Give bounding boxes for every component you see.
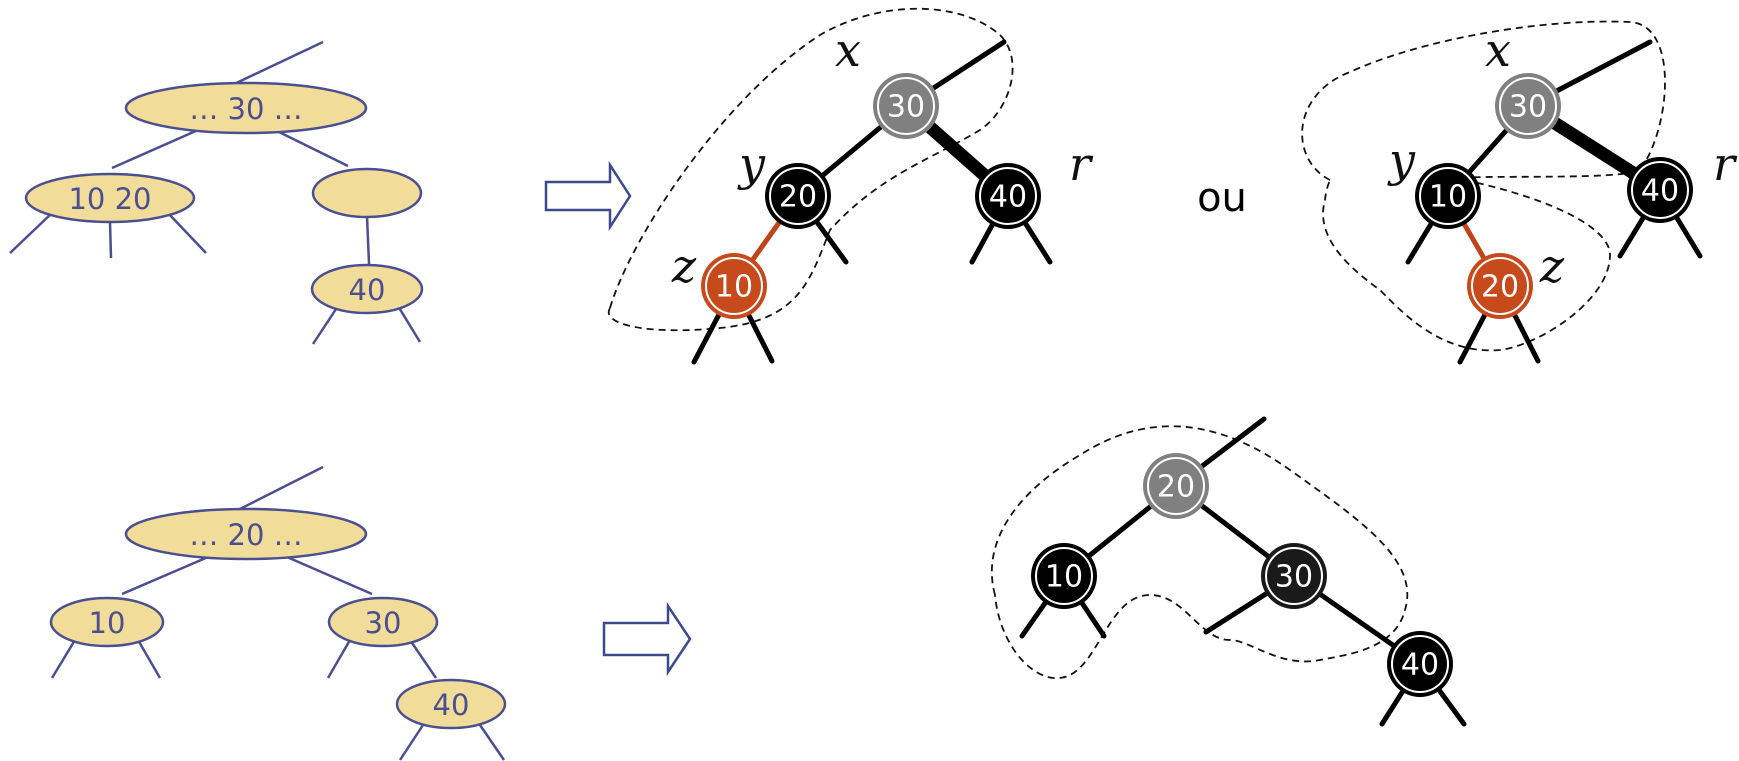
bottom-rb-node-root-ring xyxy=(1147,457,1205,515)
top-btree-edge-right-child xyxy=(365,215,371,265)
bottom-btree-right xyxy=(327,596,439,648)
top-btree-parent-edge xyxy=(229,40,324,88)
bottom-rb-node-left-ring xyxy=(1035,547,1093,605)
top-rb1-node-x-label: 30 xyxy=(887,90,925,125)
top-rb2-node-r-ring xyxy=(1631,161,1689,219)
top-rb2-node-x-ring xyxy=(1499,77,1557,135)
top-btree-leaf-edge xyxy=(9,212,53,254)
top-rb1-node-r xyxy=(975,163,1041,229)
top-rb2-var-z: z xyxy=(1539,239,1565,293)
top-btree-left-label: 10 20 xyxy=(68,182,151,216)
bottom-btree-edge-right-child xyxy=(408,639,438,679)
top-btree-edge-right xyxy=(274,128,349,168)
top-rb2-node-x-label: 30 xyxy=(1509,90,1547,125)
top-btree-right-child xyxy=(310,263,424,315)
top-btree: … 30 … 10 20 40 xyxy=(9,40,424,345)
bottom-btree-root-label: … 20 … xyxy=(189,518,302,552)
bottom-btree-left xyxy=(49,596,165,648)
bottom-rb-node-right-child xyxy=(1387,631,1453,697)
top-rb1-node-z xyxy=(701,253,767,319)
bottom-rb: 20 10 30 40 xyxy=(990,416,1467,727)
bottom-rb-node-right-child-label: 40 xyxy=(1401,648,1439,683)
bottom-btree: … 20 … 10 30 40 xyxy=(49,465,507,761)
top-rb2-node-z xyxy=(1467,253,1533,319)
top-btree-leaf-edge xyxy=(396,305,422,343)
bottom-rb-node-root-label: 20 xyxy=(1157,470,1195,505)
top-btree-root-label: … 30 … xyxy=(189,92,302,126)
bottom-btree-edge-right xyxy=(286,555,373,596)
bottom-btree-right-child xyxy=(395,678,507,730)
top-btree-edge-left xyxy=(111,128,199,170)
bottom-btree-leaf-edge xyxy=(398,724,425,761)
top-rb1-node-y xyxy=(765,163,831,229)
bottom-rb-node-right-child-ring xyxy=(1391,635,1449,693)
bottom-btree-left-label: 10 xyxy=(89,606,126,640)
top-rb2-node-y xyxy=(1415,163,1481,229)
bottom-btree-right-child-label: 40 xyxy=(433,688,470,722)
bottom-btree-edge-left xyxy=(121,555,209,596)
top-btree-right-child-label: 40 xyxy=(349,273,386,307)
top-rb1-var-y: y xyxy=(737,137,766,191)
bottom-rb-node-root xyxy=(1143,453,1209,519)
top-rb-option1: 30 20 10 40 x y z r xyxy=(607,7,1094,365)
top-rb1-node-x-ring xyxy=(877,77,935,135)
top-rb2-node-r xyxy=(1627,157,1693,223)
top-rb1-node-r-label: 40 xyxy=(989,180,1027,215)
top-btree-right xyxy=(311,167,423,219)
bottom-rb-node-left xyxy=(1031,543,1097,609)
top-btree-leaf-edge xyxy=(311,305,340,345)
top-btree-leaf-edge xyxy=(108,221,113,259)
top-btree-root xyxy=(124,81,368,135)
top-rb2-node-y-label: 10 xyxy=(1429,180,1467,215)
top-rb-option2: 30 10 20 40 x y z r xyxy=(1301,20,1738,365)
top-rb2-node-r-label: 40 xyxy=(1641,174,1679,209)
top-rb1-node-y-ring xyxy=(769,167,827,225)
top-btree-leaf-edge xyxy=(167,212,207,254)
bottom-btree-leaf-edge xyxy=(136,639,162,679)
bottom-btree-right-label: 30 xyxy=(365,606,402,640)
bottom-transform-arrow xyxy=(602,601,692,677)
bottom-rb-node-right-ring xyxy=(1265,547,1323,605)
top-rb2-var-y: y xyxy=(1387,133,1416,187)
bottom-btree-leaf-edge xyxy=(326,639,352,679)
top-rb2-node-z-ring xyxy=(1471,257,1529,315)
bottom-btree-root xyxy=(124,507,368,561)
top-btree-left xyxy=(24,172,196,224)
top-rb1-var-z: z xyxy=(671,239,697,293)
bottom-rb-node-left-label: 10 xyxy=(1045,560,1083,595)
top-rb2-var-x: x xyxy=(1485,23,1511,77)
bottom-rb-node-right xyxy=(1261,543,1327,609)
top-rb1-group-outline xyxy=(607,7,1014,332)
bottom-rb-node-right-label: 30 xyxy=(1275,560,1313,595)
top-rb2-node-y-ring xyxy=(1419,167,1477,225)
top-rb1-node-z-ring xyxy=(705,257,763,315)
bottom-rb-group-outline xyxy=(990,425,1409,680)
bottom-btree-leaf-edge xyxy=(50,639,77,679)
top-rb1-var-x: x xyxy=(835,23,861,77)
bottom-btree-leaf-edge xyxy=(478,724,506,761)
top-rb1-node-r-ring xyxy=(979,167,1037,225)
top-rb2-node-x xyxy=(1495,73,1561,139)
bottom-btree-parent-edge xyxy=(237,465,324,512)
top-transform-arrow xyxy=(544,160,632,232)
top-rb1-node-x xyxy=(873,73,939,139)
top-rb2-var-r: r xyxy=(1713,137,1738,191)
top-rb1-node-y-label: 20 xyxy=(779,180,817,215)
top-rb1-node-z-label: 10 xyxy=(715,270,753,305)
top-rb1-var-r: r xyxy=(1069,137,1094,191)
top-rb2-node-z-label: 20 xyxy=(1481,270,1519,305)
or-text: ou xyxy=(1197,175,1247,221)
